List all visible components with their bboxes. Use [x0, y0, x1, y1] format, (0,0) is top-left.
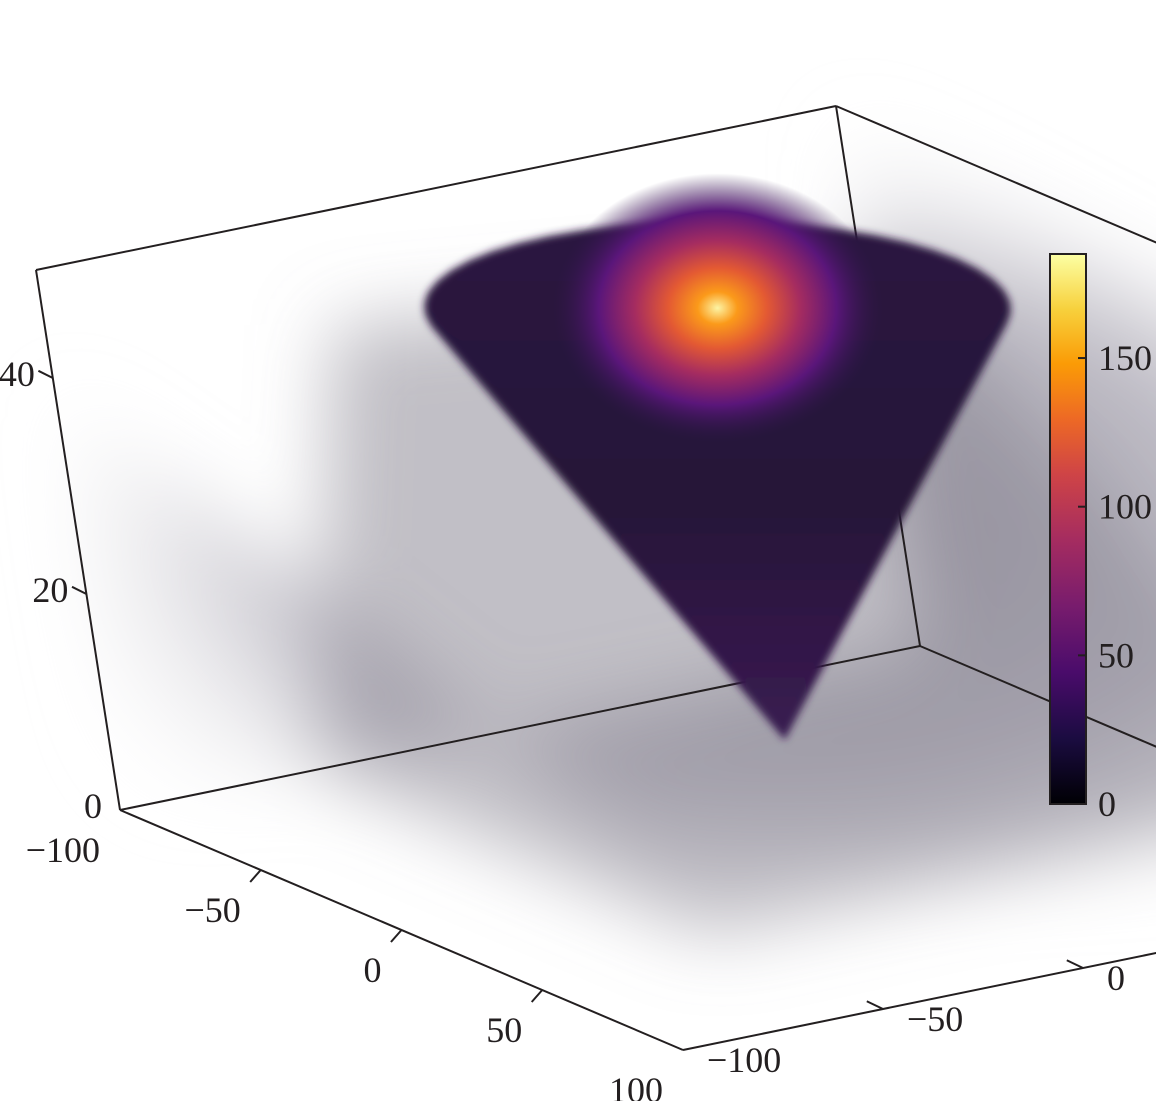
x-tick-label: 50 — [486, 1010, 522, 1050]
box-edge-top-left — [35, 105, 837, 271]
z-tick-mark — [37, 369, 54, 379]
y-tick-label: 0 — [1107, 958, 1125, 998]
colorbar-gradient — [1049, 253, 1087, 805]
y-tick-label: −50 — [907, 999, 963, 1039]
x-tick-label: 100 — [609, 1070, 663, 1101]
x-tick-mark — [249, 869, 262, 883]
colorbar-tick-label: 0 — [1098, 784, 1116, 824]
colorbar-tick-label: 150 — [1098, 338, 1152, 378]
box-edge-top-right — [835, 105, 1156, 244]
z-tick-label: 40 — [0, 354, 35, 394]
x-tick-label: −50 — [184, 890, 240, 930]
y-tick-label: −100 — [707, 1040, 781, 1080]
box-edge-floor-back-right — [919, 645, 1156, 748]
z-tick-mark — [71, 585, 87, 595]
colorbar: 0 50 100 150 — [1049, 253, 1152, 824]
x-tick-label: 0 — [364, 950, 382, 990]
y-tick-mark — [1066, 959, 1084, 969]
colorbar-tick-label: 100 — [1098, 487, 1152, 527]
x-tick-mark — [390, 929, 403, 943]
x-tick-label: −100 — [26, 830, 100, 870]
z-tick-label: 0 — [84, 786, 102, 826]
hot-spot — [552, 173, 883, 443]
cone-volume — [424, 173, 1011, 740]
z-axis-line — [35, 269, 121, 811]
colorbar-tick-label: 50 — [1098, 635, 1134, 675]
y-tick-mark — [866, 1000, 884, 1010]
z-tick-label: 20 — [32, 570, 68, 610]
x-tick-mark — [530, 989, 544, 1003]
